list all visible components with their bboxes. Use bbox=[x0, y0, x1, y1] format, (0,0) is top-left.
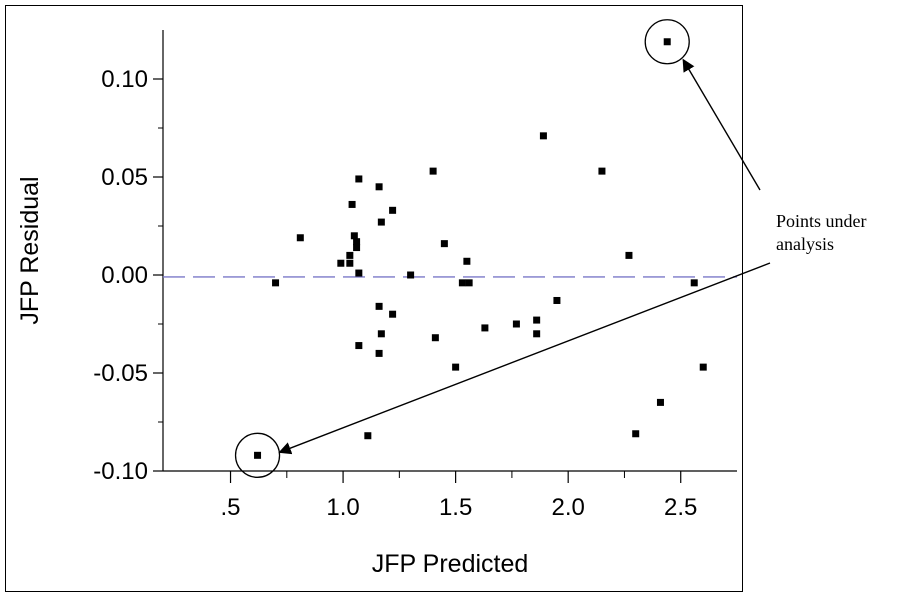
data-point bbox=[533, 316, 541, 324]
data-point bbox=[512, 320, 520, 328]
data-point bbox=[350, 232, 358, 240]
data-point bbox=[481, 324, 489, 332]
data-point bbox=[625, 251, 633, 259]
data-point bbox=[337, 259, 345, 267]
data-point bbox=[355, 175, 363, 183]
data-point bbox=[690, 279, 698, 287]
data-point bbox=[533, 330, 541, 338]
annotation-arrow-bottom bbox=[278, 262, 771, 455]
data-point bbox=[296, 234, 304, 242]
annotation-line-1: Points under bbox=[776, 211, 867, 231]
y-tick-label: -0.05 bbox=[93, 360, 148, 387]
data-point bbox=[465, 279, 473, 287]
x-tick-label: .5 bbox=[221, 494, 241, 521]
data-point bbox=[353, 244, 361, 252]
data-point bbox=[375, 183, 383, 191]
x-tick-label: 1.5 bbox=[439, 494, 472, 521]
data-point bbox=[375, 349, 383, 357]
data-point bbox=[389, 206, 397, 214]
data-point bbox=[431, 334, 439, 342]
y-tick-label: 0.05 bbox=[101, 164, 148, 191]
y-axis-title: JFP Residual bbox=[16, 176, 44, 324]
data-point bbox=[353, 238, 361, 246]
data-point bbox=[375, 302, 383, 310]
x-tick-label: 2.5 bbox=[664, 494, 697, 521]
data-point bbox=[429, 167, 437, 175]
data-point bbox=[377, 330, 385, 338]
data-point bbox=[348, 200, 356, 208]
data-point bbox=[272, 279, 280, 287]
data-point bbox=[463, 257, 471, 265]
data-point bbox=[699, 363, 707, 371]
data-point bbox=[539, 132, 547, 140]
annotation-line-2: analysis bbox=[776, 234, 834, 254]
data-point bbox=[346, 259, 354, 267]
data-point bbox=[377, 218, 385, 226]
data-point bbox=[355, 342, 363, 350]
data-point bbox=[407, 271, 415, 279]
x-axis-title: JFP Predicted bbox=[372, 550, 529, 578]
data-point bbox=[598, 167, 606, 175]
data-point bbox=[452, 363, 460, 371]
data-point bbox=[440, 240, 448, 248]
y-tick-label: 0.00 bbox=[101, 262, 148, 289]
x-tick-label: 1.0 bbox=[326, 494, 359, 521]
y-tick-label: -0.10 bbox=[93, 458, 148, 485]
y-tick-label: 0.10 bbox=[101, 66, 148, 93]
highlight-circle bbox=[234, 432, 281, 478]
data-point bbox=[632, 430, 640, 438]
data-point bbox=[656, 398, 664, 406]
highlight-circle bbox=[644, 19, 690, 65]
data-point bbox=[553, 296, 561, 304]
data-point bbox=[663, 38, 671, 46]
data-point bbox=[364, 432, 372, 440]
chart-frame bbox=[5, 5, 743, 592]
data-point bbox=[355, 269, 363, 277]
data-point bbox=[346, 251, 354, 259]
data-point bbox=[254, 451, 262, 459]
annotation-arrow-top bbox=[682, 58, 761, 191]
data-point bbox=[389, 310, 397, 318]
x-tick-label: 2.0 bbox=[551, 494, 584, 521]
data-point bbox=[458, 279, 466, 287]
